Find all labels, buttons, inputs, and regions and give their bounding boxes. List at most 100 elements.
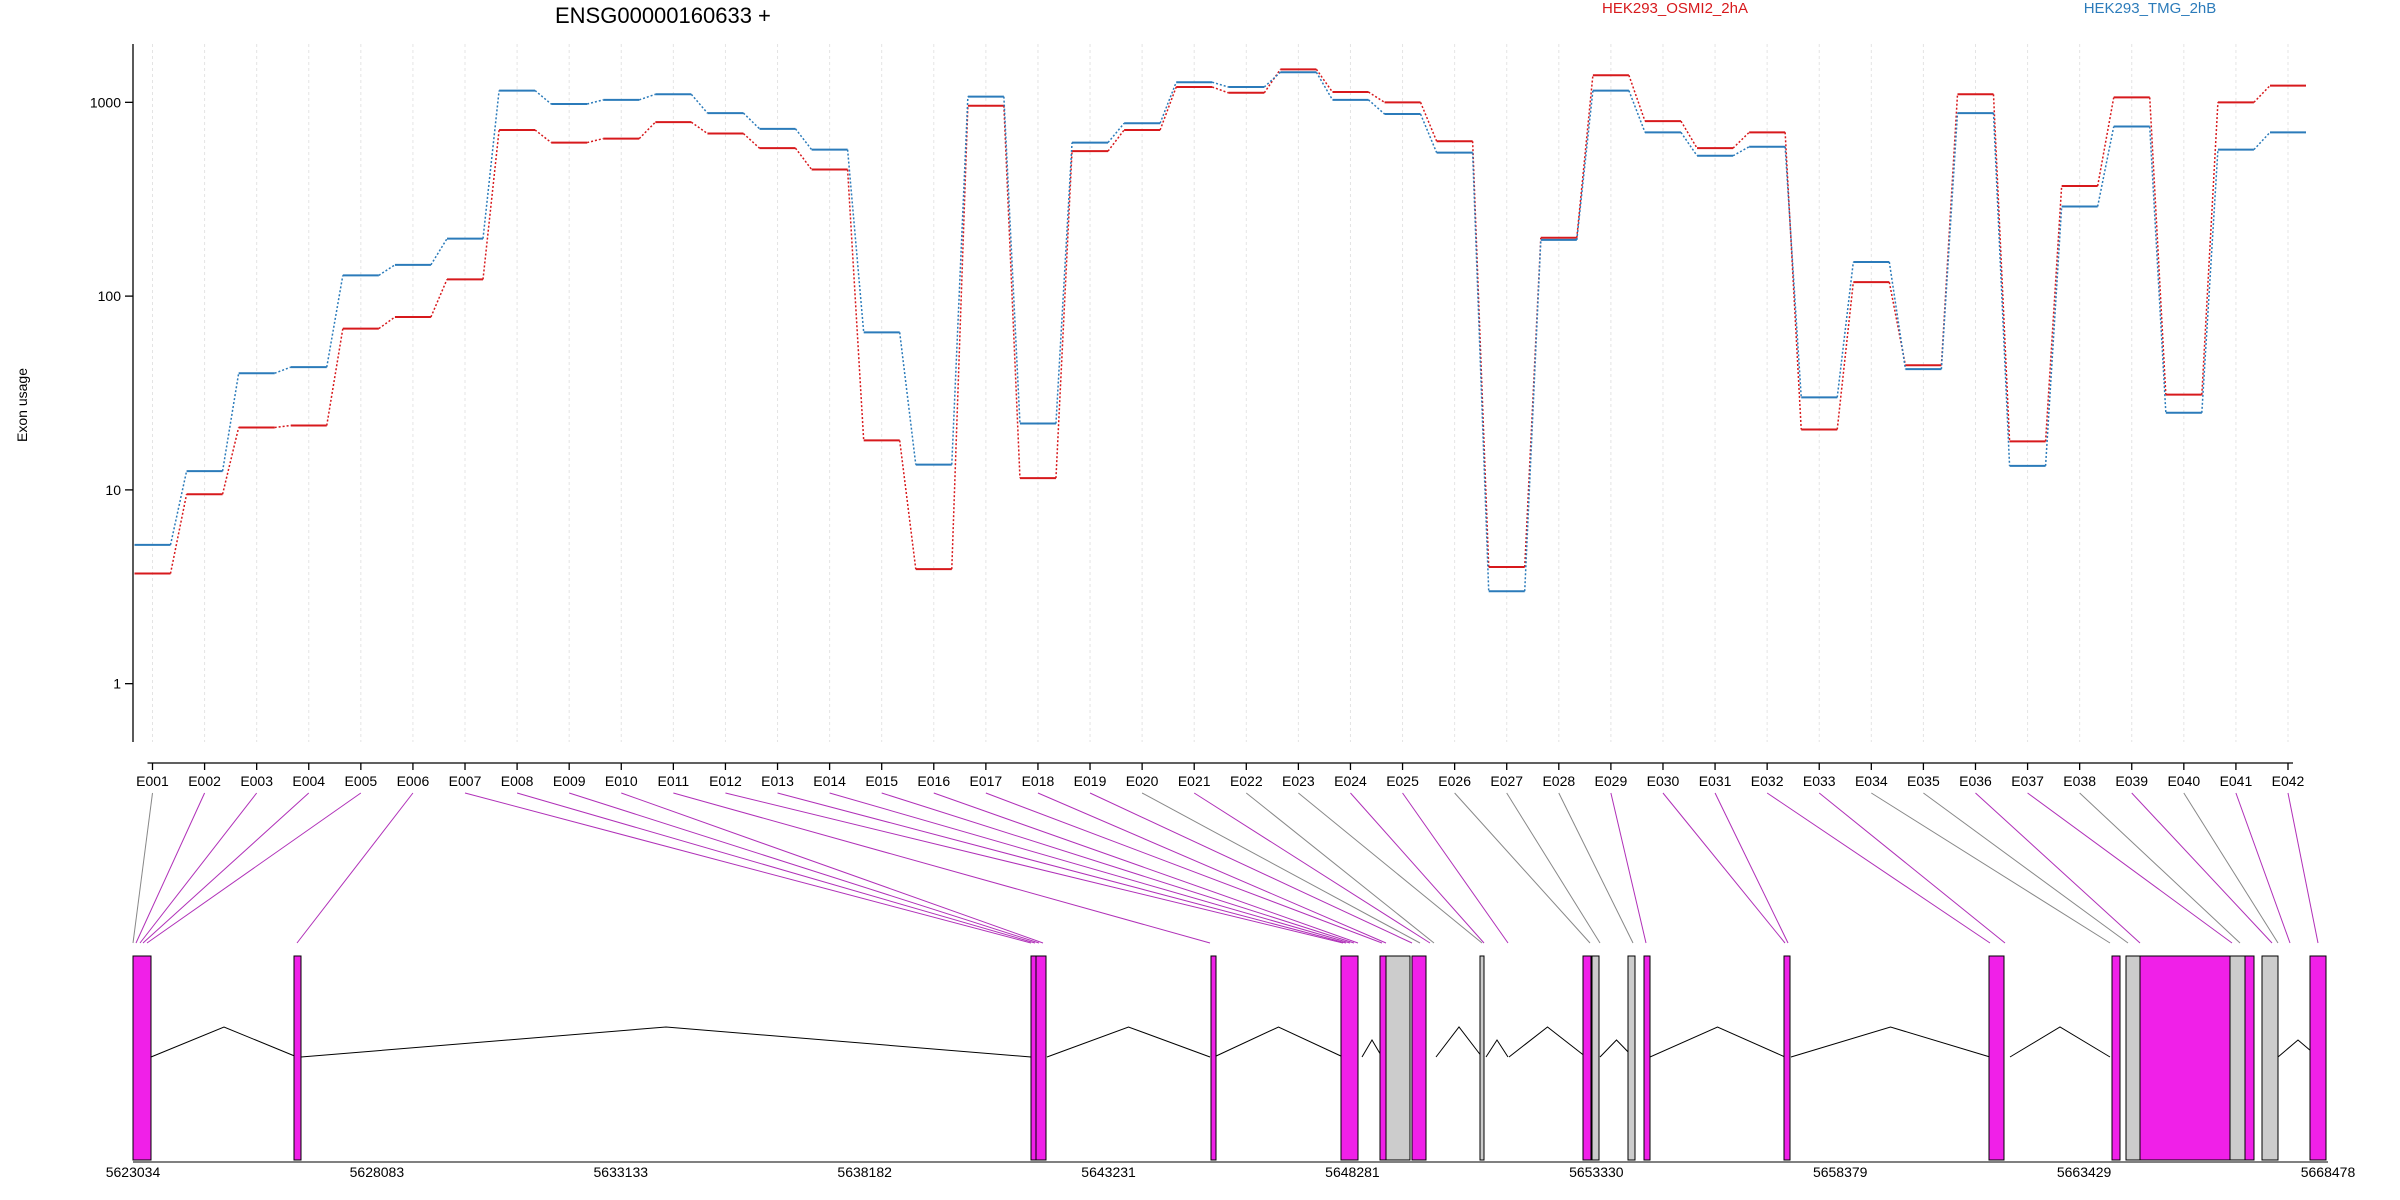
exon-block-other [2125, 955, 2141, 1161]
genomic-coordinate-axis: 5623034 5628083 5633133 5638182 5643231 56482… [106, 1161, 2355, 1180]
exon-label: E031 [1699, 773, 1732, 789]
exon-block-used [1210, 955, 1217, 1161]
series-connector [638, 121, 656, 140]
exon-block-used [132, 955, 152, 1161]
exon-connector [139, 792, 258, 944]
series-connector [1680, 131, 1698, 157]
exon-connector [725, 792, 1344, 944]
y-axis: 1 10 100 1000 [90, 44, 134, 742]
exon-connector [296, 792, 414, 944]
series-connector [1159, 86, 1177, 131]
exon-connector [933, 792, 1359, 944]
series-connector [898, 440, 917, 570]
series-connector [846, 169, 865, 441]
exon-label: E002 [188, 773, 221, 789]
exon-label: E008 [501, 773, 534, 789]
coordinate-label: 5648281 [1325, 1164, 1380, 1180]
series-connector [2201, 102, 2219, 395]
exon-label: E003 [240, 773, 273, 789]
series-connector [639, 93, 656, 101]
coordinate-label: 5653330 [1569, 1164, 1624, 1180]
series-connector [534, 89, 552, 105]
series-connector [1628, 74, 1646, 122]
exon-label: E027 [1490, 773, 1523, 789]
y-tick-label: 1000 [90, 94, 121, 110]
intron-line [1790, 1026, 1991, 1058]
series-connector [1055, 151, 1073, 479]
coordinate-label: 5623034 [106, 1164, 161, 1180]
coordinate-label: 5633133 [594, 1164, 649, 1180]
exon-connector [1402, 792, 1509, 944]
exon-block-other [1479, 955, 1485, 1161]
series-2 [134, 71, 2306, 593]
series-connector [1784, 146, 1802, 398]
series-connector [221, 373, 240, 472]
exon-label: E018 [1022, 773, 1055, 789]
series-connector [378, 316, 396, 330]
intron-line [150, 1026, 298, 1058]
series-connector [586, 99, 604, 105]
intron-line [1508, 1026, 1587, 1058]
exon-block-used [1783, 955, 1791, 1161]
series-connector [794, 147, 813, 170]
exon-block-other [2261, 955, 2279, 1161]
exon-connector [1506, 792, 1601, 944]
exon-connector [881, 792, 1355, 944]
series-connector [1836, 261, 1855, 398]
exon-connector [1089, 792, 1413, 944]
intron-line [1435, 1026, 1483, 1058]
series-connector [326, 275, 344, 368]
series-connector [2148, 97, 2167, 395]
exon-connector [1193, 792, 1431, 944]
exon-label: E007 [449, 773, 482, 789]
y-tick-label: 100 [98, 288, 122, 304]
exon-block-used [1030, 955, 1037, 1161]
chart-title: ENSG00000160633 + [555, 3, 771, 28]
exon-block-used [2244, 955, 2255, 1161]
legend: HEK293_OSMI2_2hA HEK293_TMG_2hB [1602, 0, 2216, 17]
exon-connectors [132, 792, 2319, 944]
exon-label: E030 [1647, 773, 1680, 789]
series-connector [1940, 113, 1959, 370]
series-connector [2096, 126, 2115, 207]
series-connector [2253, 131, 2271, 151]
exon-connector [2027, 792, 2233, 944]
y-tick-label: 1 [113, 676, 121, 692]
series-connector [1419, 102, 1438, 142]
series-connector [1107, 122, 1125, 144]
series-connector [1523, 239, 1542, 592]
series-connector [1888, 282, 1907, 366]
exon-block-other [1627, 955, 1636, 1161]
intron-line [1046, 1026, 1211, 1058]
series-connector [1263, 71, 1281, 88]
coordinate-label: 5643231 [1081, 1164, 1136, 1180]
series-connector [274, 366, 292, 374]
intron-line [1485, 1039, 1509, 1058]
exon-label: E040 [2167, 773, 2200, 789]
series-connector [690, 121, 708, 135]
exon-label: E012 [709, 773, 742, 789]
exon-connector [1141, 792, 1421, 944]
legend-entry: HEK293_OSMI2_2hA [1602, 0, 1748, 17]
series-connector [1628, 90, 1646, 133]
series-connector [430, 279, 448, 318]
series-connector [378, 264, 396, 276]
exon-label: E011 [658, 773, 690, 789]
exon-connector [2079, 792, 2241, 944]
series-connector [326, 328, 344, 426]
exon-block-other [1591, 955, 1600, 1161]
series-connector [587, 137, 604, 144]
coordinate-label: 5658379 [1813, 1164, 1868, 1180]
exon-label: E038 [2063, 773, 2096, 789]
series-connector [742, 133, 761, 149]
series-connector [1836, 282, 1855, 430]
exon-connector [516, 792, 1036, 944]
exon-label: E021 [1178, 773, 1211, 789]
series-connector [1576, 75, 1594, 238]
series-connector [221, 427, 240, 495]
exon-label: E041 [2220, 773, 2253, 789]
series-connector [274, 424, 291, 429]
series-connector [1211, 81, 1229, 88]
series-connector [1732, 131, 1750, 149]
